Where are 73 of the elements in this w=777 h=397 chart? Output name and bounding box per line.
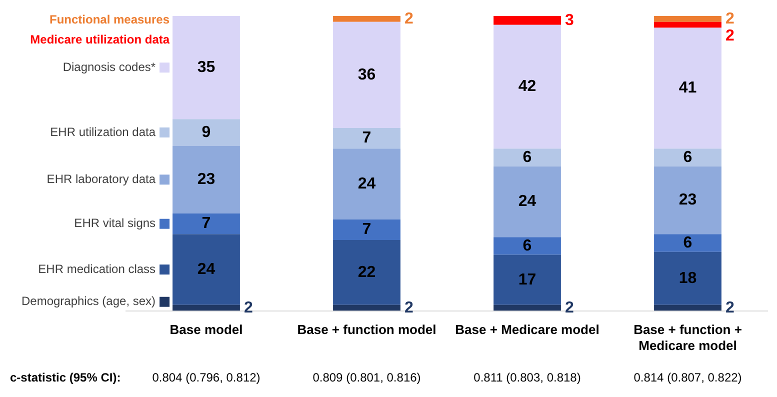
text: 0.811 (0.803, 0.818) <box>474 370 581 384</box>
bar <box>654 28 722 149</box>
data-label: 23 <box>678 192 697 209</box>
bar <box>494 254 561 305</box>
bar <box>654 16 722 22</box>
data-label: 22 <box>358 264 376 281</box>
x-tick-label: Base + function + Medicare model <box>634 322 742 353</box>
data-label: 2 <box>725 10 734 28</box>
data-label: 9 <box>202 124 211 141</box>
bar <box>654 252 722 305</box>
bar <box>654 148 722 166</box>
data-label: 24 <box>197 260 216 278</box>
bar <box>494 24 561 149</box>
bar <box>172 304 240 311</box>
text: c-statistic (95% CI): <box>10 370 121 384</box>
data-label: 41 <box>678 80 697 97</box>
bar <box>172 16 240 120</box>
legend-label: EHR laboratory data <box>46 172 156 186</box>
legend-label: EHR utilization data <box>50 124 156 139</box>
data-label: 24 <box>358 175 376 192</box>
bar <box>333 148 400 220</box>
data-label: 23 <box>197 171 216 188</box>
data-label: 6 <box>522 148 532 166</box>
bar <box>333 219 400 240</box>
data-label: 2 <box>404 299 414 316</box>
data-label: 2 <box>725 299 734 316</box>
legend-label: Diagnosis codes* <box>62 60 156 74</box>
text: 0.809 (0.801, 0.816) <box>312 370 421 384</box>
bar <box>172 119 240 146</box>
data-label: 17 <box>518 271 536 288</box>
data-label: 18 <box>678 270 697 287</box>
data-label: 7 <box>362 221 372 238</box>
data-label: 7 <box>202 215 211 232</box>
bar <box>333 240 400 305</box>
bar <box>333 22 400 128</box>
x-tick-label: Base model <box>170 322 243 338</box>
data-label: 2 <box>564 299 574 316</box>
legend-label: EHR medication class <box>38 262 156 276</box>
bar <box>172 146 240 214</box>
bar <box>654 166 722 234</box>
data-label: 36 <box>358 66 376 84</box>
bar <box>333 304 400 311</box>
data-label: 6 <box>522 237 532 254</box>
legend-label: EHR vital signs <box>74 216 156 230</box>
x-tick-label: Base + function model <box>297 322 436 338</box>
data-label: 42 <box>518 78 536 96</box>
data-label: 6 <box>683 148 692 166</box>
data-label: 3 <box>564 12 574 29</box>
bar <box>494 166 561 238</box>
data-label: 6 <box>683 234 692 252</box>
bar <box>654 234 722 252</box>
bar <box>333 16 400 22</box>
data-label: 2 <box>244 299 253 316</box>
data-label: 2 <box>725 27 734 44</box>
bar <box>494 16 561 25</box>
x-tick-label: Base + Medicare model <box>455 322 600 338</box>
bar <box>494 304 561 311</box>
bar <box>172 234 240 305</box>
text: 0.804 (0.796, 0.812) <box>152 370 260 384</box>
bar <box>494 148 561 166</box>
bar <box>654 304 722 311</box>
data-label: 24 <box>518 193 536 210</box>
bar <box>494 237 561 255</box>
data-label: 35 <box>197 58 216 76</box>
data-label: 7 <box>362 130 372 147</box>
legend-label: Demographics (age, sex) <box>21 294 156 308</box>
text: Functional measures <box>50 12 170 26</box>
text: 0.814 (0.807, 0.822) <box>634 370 742 384</box>
data-label: 2 <box>404 10 414 28</box>
bar <box>654 22 722 28</box>
bar <box>172 214 240 234</box>
text: Medicare utilization data <box>30 32 170 46</box>
bar <box>333 128 400 149</box>
